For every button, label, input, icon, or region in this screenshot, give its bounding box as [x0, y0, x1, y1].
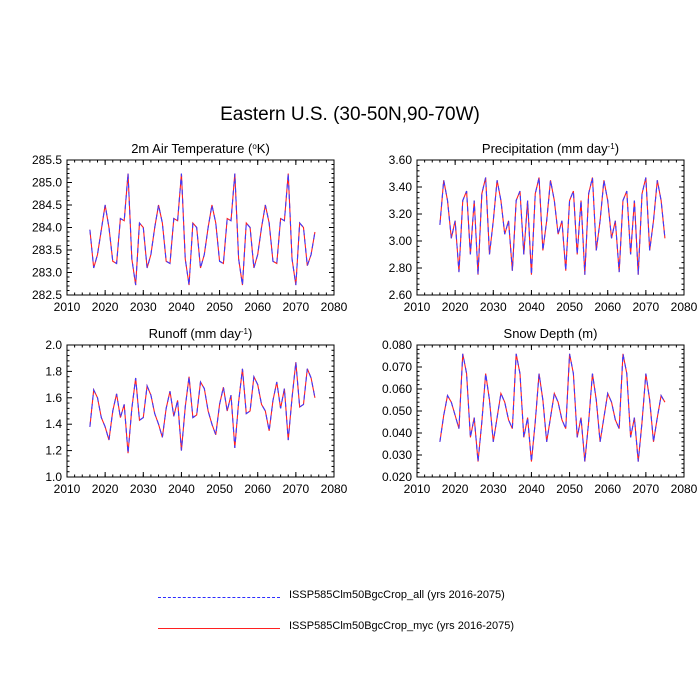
x-tick-label: 2080 — [671, 300, 698, 314]
y-tick-label: 0.020 — [382, 470, 412, 484]
y-tick-label: 1.0 — [45, 470, 62, 484]
x-tick-label: 2050 — [206, 300, 233, 314]
series-line-all — [89, 173, 316, 286]
x-tick-label: 2060 — [244, 482, 271, 496]
series-line-myc — [439, 177, 666, 275]
y-tick-label: 0.070 — [382, 360, 412, 374]
x-tick-label: 2030 — [480, 482, 507, 496]
y-tick-label: 0.080 — [382, 338, 412, 352]
x-tick-label: 2040 — [168, 482, 195, 496]
chart-panel-3: Runoff (mm day-1) 2010 2020 2030 2040 2050 206… — [45, 326, 347, 496]
x-tick-label: 2050 — [556, 300, 583, 314]
y-tick-label: 285.5 — [32, 153, 62, 167]
panel-title: Precipitation (mm day-1) — [482, 141, 619, 156]
x-tick-label: 2020 — [92, 482, 119, 496]
legend-entry-all: ISSP585Clm50BgcCrop_all (yrs 2016-2075) — [158, 589, 578, 605]
y-tick-label: 283.5 — [32, 243, 62, 257]
y-tick-label: 3.60 — [389, 153, 413, 167]
x-tick-label: 2040 — [518, 300, 545, 314]
y-tick-label: 2.80 — [389, 261, 413, 275]
plot-frame — [416, 159, 685, 296]
x-tick-label: 2010 — [54, 300, 81, 314]
chart-panel-4: Snow Depth (m) 2010 2020 2030 2040 2050 2060 20… — [382, 326, 698, 496]
x-tick-label: 2050 — [556, 482, 583, 496]
panel-title: Runoff (mm day-1) — [149, 326, 253, 341]
y-tick-label: 0.060 — [382, 382, 412, 396]
y-tick-label: 1.4 — [45, 417, 62, 431]
y-tick-label: 284.0 — [32, 221, 62, 235]
x-tick-label: 2080 — [321, 300, 348, 314]
panel-title: Snow Depth (m) — [504, 326, 598, 341]
y-tick-label: 282.5 — [32, 288, 62, 302]
y-tick-label: 0.030 — [382, 448, 412, 462]
x-tick-label: 2060 — [594, 300, 621, 314]
x-tick-label: 2040 — [168, 300, 195, 314]
legend-swatch-dashed — [158, 597, 280, 598]
legend-swatch-solid — [158, 628, 280, 629]
y-tick-label: 2.0 — [45, 338, 62, 352]
figure-title: Eastern U.S. (30-50N,90-70W) — [220, 104, 480, 125]
x-tick-label: 2010 — [404, 482, 431, 496]
y-tick-label: 0.050 — [382, 404, 412, 418]
series-line-all — [439, 177, 666, 275]
y-tick-label: 1.6 — [45, 391, 62, 405]
y-tick-label: 3.20 — [389, 207, 413, 221]
series-line-myc — [89, 173, 316, 286]
x-tick-label: 2010 — [404, 300, 431, 314]
legend-label-myc: ISSP585Clm50BgcCrop_myc (yrs 2016-2075) — [289, 620, 514, 632]
series-line-all — [89, 362, 316, 454]
x-tick-label: 2030 — [480, 300, 507, 314]
x-tick-label: 2020 — [92, 300, 119, 314]
y-tick-label: 1.8 — [45, 364, 62, 378]
x-tick-label: 2020 — [442, 300, 469, 314]
chart-panel-1: 2m Air Temperature (oK) 2010 2020 2030 2040 2… — [32, 141, 348, 314]
y-tick-label: 1.2 — [45, 444, 62, 458]
x-tick-label: 2050 — [206, 482, 233, 496]
x-tick-label: 2080 — [321, 482, 348, 496]
y-tick-label: 285.0 — [32, 176, 62, 190]
x-tick-label: 2030 — [130, 482, 157, 496]
y-tick-label: 3.40 — [389, 180, 413, 194]
series-line-all — [439, 353, 666, 462]
x-tick-label: 2070 — [633, 300, 660, 314]
x-tick-label: 2070 — [633, 482, 660, 496]
y-tick-label: 283.0 — [32, 266, 62, 280]
x-tick-label: 2070 — [283, 300, 310, 314]
chart-panel-2: Precipitation (mm day-1) 2010 2020 2030 2040… — [389, 141, 698, 314]
x-tick-label: 2010 — [54, 482, 81, 496]
plot-frame — [66, 344, 335, 478]
y-tick-label: 0.040 — [382, 426, 412, 440]
legend-label-all: ISSP585Clm50BgcCrop_all (yrs 2016-2075) — [289, 589, 505, 601]
y-tick-label: 3.00 — [389, 234, 413, 248]
panel-title: 2m Air Temperature (oK) — [131, 141, 270, 156]
plot-frame — [416, 344, 685, 478]
x-tick-label: 2020 — [442, 482, 469, 496]
x-tick-label: 2060 — [594, 482, 621, 496]
x-tick-label: 2070 — [283, 482, 310, 496]
series-line-myc — [89, 362, 316, 454]
x-tick-label: 2060 — [244, 300, 271, 314]
y-tick-label: 2.60 — [389, 288, 413, 302]
legend-entry-myc: ISSP585Clm50BgcCrop_myc (yrs 2016-2075) — [158, 620, 578, 636]
x-tick-label: 2030 — [130, 300, 157, 314]
x-tick-label: 2040 — [518, 482, 545, 496]
x-tick-label: 2080 — [671, 482, 698, 496]
y-tick-label: 284.5 — [32, 198, 62, 212]
